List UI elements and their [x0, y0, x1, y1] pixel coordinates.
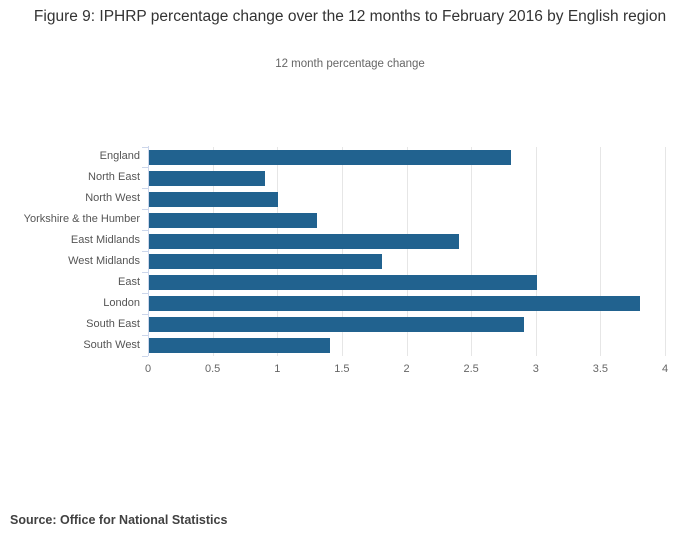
x-tick-label: 4	[661, 363, 669, 375]
bar	[149, 191, 279, 207]
category-label: East Midlands	[70, 234, 140, 247]
bar	[149, 338, 330, 354]
axis-tick	[142, 146, 148, 148]
category-label: Yorkshire & the Humber	[23, 213, 140, 226]
axis-tick	[142, 209, 148, 211]
axis-tick	[142, 313, 148, 315]
y-axis-line	[148, 146, 149, 356]
x-tick-label: 3	[532, 363, 539, 375]
gridline	[277, 147, 279, 356]
category-label: South West	[83, 338, 140, 351]
bar	[149, 233, 460, 249]
x-tick-label: 0	[144, 363, 152, 375]
gridline	[535, 147, 537, 356]
source-text: Source: Office for National Statistics	[10, 513, 228, 527]
axis-tick	[142, 251, 148, 252]
gridline	[665, 147, 666, 356]
figure-title: Figure 9: IPHRP percentage change over t…	[33, 8, 667, 25]
bar	[149, 170, 266, 186]
bar	[149, 275, 537, 291]
category-label: England	[99, 150, 140, 163]
axis-tick	[142, 188, 148, 190]
x-tick-label: 2.5	[463, 363, 479, 375]
x-tick-label: 0.5	[204, 363, 221, 375]
gridline	[212, 147, 214, 356]
axis-tick	[142, 292, 148, 294]
axis-tick	[142, 334, 148, 336]
category-label: North West	[85, 192, 140, 205]
x-tick-label: 1.5	[334, 363, 350, 375]
bar	[149, 254, 382, 270]
plot-area: England North East North West Yorkshire & t…	[24, 146, 668, 375]
axis-tick	[142, 230, 148, 232]
category-label: South East	[86, 317, 140, 330]
x-tick-label: 1	[274, 363, 281, 375]
category-label: North East	[88, 171, 140, 184]
axis-tick	[142, 355, 148, 357]
figure-subtitle: 12 month percentage change	[275, 58, 425, 70]
bar	[149, 317, 524, 333]
gridline	[406, 147, 408, 356]
axis-tick	[142, 271, 148, 273]
axis-tick	[142, 167, 148, 169]
gridline	[471, 147, 473, 356]
x-tick-label: 2	[403, 363, 410, 375]
x-tick-label: 3.5	[592, 363, 609, 375]
bar	[149, 296, 641, 312]
bar	[149, 212, 318, 228]
bar	[149, 149, 511, 165]
category-label: East	[117, 275, 140, 288]
gridline	[341, 147, 343, 356]
gridline	[600, 147, 602, 356]
category-label: London	[103, 296, 140, 309]
category-label: West Midlands	[68, 254, 140, 267]
